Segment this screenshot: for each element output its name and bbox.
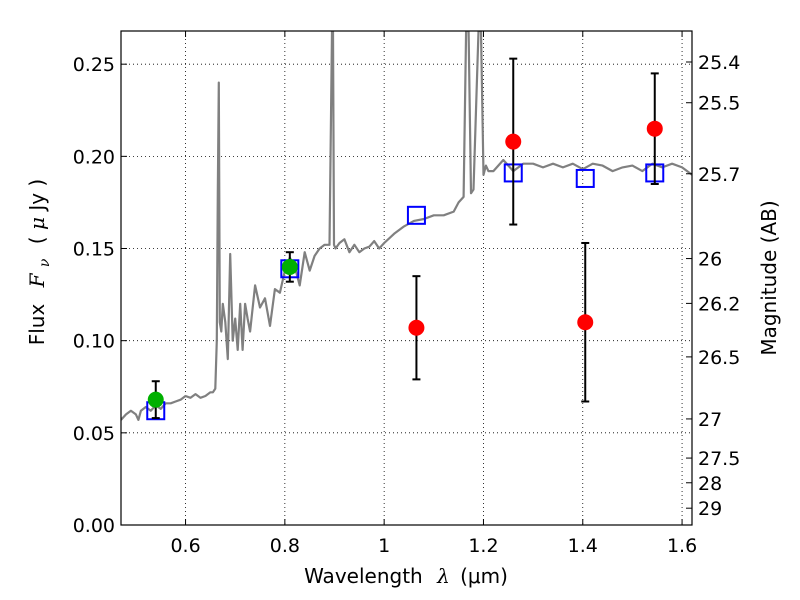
- x-axis-title: Wavelength λ (μm): [304, 564, 508, 588]
- mag-tick-label: 25.4: [698, 52, 740, 74]
- x-tick-label: 1.6: [667, 535, 697, 557]
- y2-axis-title: Magnitude (AB): [757, 200, 781, 355]
- mag-tick-label: 27: [698, 409, 722, 431]
- x-tick-label: 1.2: [468, 535, 498, 557]
- data-point-marker: [577, 314, 594, 331]
- mag-tick-label: 26.2: [698, 293, 740, 315]
- mag-tick-label: 28: [698, 473, 722, 495]
- axis-ticks: 0.6 0.8 1 1.2 1.4 1.6 0.00 0.05 0.10 0.15 0.20 0.25…: [73, 31, 740, 557]
- data-point-marker: [505, 133, 522, 150]
- mag-tick-label: 26: [698, 249, 722, 271]
- model-square-marker: [406, 205, 426, 225]
- x-tick-label: 0.8: [270, 535, 300, 557]
- y-axis-label: Flux: [25, 304, 49, 346]
- data-point-marker: [281, 258, 298, 275]
- mag-tick-label: 29: [698, 498, 722, 520]
- y-axis-unit-rest: Jy ): [25, 179, 49, 213]
- data-point-marker: [147, 391, 164, 408]
- x-tick-label: 0.6: [170, 535, 200, 557]
- data-point-marker: [408, 319, 425, 336]
- y-tick-label: 0.15: [73, 239, 115, 261]
- x-axis-label: Wavelength: [304, 564, 423, 588]
- y-tick-label: 0.10: [73, 331, 115, 353]
- data-point-marker: [646, 120, 663, 137]
- y-axis-subscript: ν: [37, 258, 53, 267]
- y-axis-symbol: F: [25, 272, 49, 288]
- grid-lines: [121, 31, 692, 525]
- y-tick-label: 0.00: [73, 515, 115, 537]
- x-axis-unit: (μm): [460, 564, 508, 588]
- y-axis-unit-mu: μ: [25, 217, 49, 230]
- model-square-marker: [575, 168, 595, 188]
- mag-tick-label: 25.5: [698, 93, 740, 115]
- mag-tick-label: 25.7: [698, 164, 740, 186]
- x-tick-label: 1.4: [568, 535, 598, 557]
- spectrum-line: [121, 31, 692, 421]
- mag-tick-label: 27.5: [698, 448, 740, 470]
- mag-tick-label: 26.5: [698, 347, 740, 369]
- plot-frame: [120, 30, 693, 526]
- y-tick-label: 0.05: [73, 423, 115, 445]
- spectrum-layer: [121, 31, 692, 421]
- y-axis-unit-open: (: [25, 230, 49, 244]
- points-layer: [146, 57, 665, 421]
- x-tick-label: 1: [378, 535, 390, 557]
- y-axis-title: Flux F ν ( μ Jy ): [25, 179, 54, 346]
- y-tick-label: 0.25: [73, 54, 115, 76]
- y-tick-label: 0.20: [73, 146, 115, 168]
- x-axis-symbol: λ: [436, 564, 450, 588]
